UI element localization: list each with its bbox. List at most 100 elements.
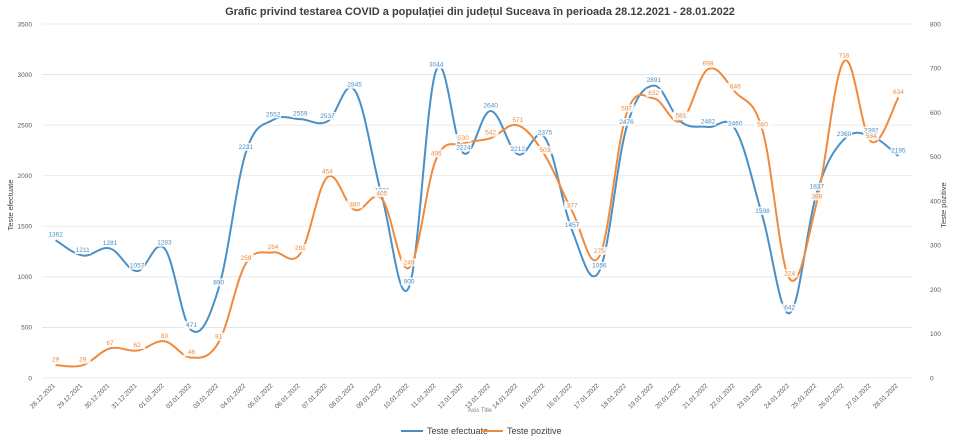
data-label-teste-efectuate: 1598 — [755, 208, 770, 215]
x-tick-label: 25.01.2022 — [790, 382, 818, 410]
series-line-teste-efectuate — [55, 65, 900, 333]
x-tick-label: 04.01.2022 — [219, 382, 247, 410]
data-label-bg — [700, 117, 717, 126]
y-tick-label: 3000 — [18, 72, 33, 79]
data-label-teste-efectuate: 2224 — [456, 145, 471, 152]
x-tick-label: 07.01.2022 — [301, 382, 329, 410]
x-tick-label: 09.01.2022 — [355, 382, 383, 410]
legend-label-teste-pozitive: Teste pozitive — [507, 426, 562, 436]
x-tick-label: 08.01.2022 — [328, 382, 356, 410]
data-label-teste-efectuate: 2891 — [646, 77, 661, 84]
data-label-teste-efectuate: 2360 — [837, 131, 852, 138]
data-label-teste-pozitive: 281 — [295, 245, 306, 252]
data-label-bg — [183, 320, 200, 329]
data-label-teste-pozitive: 632 — [648, 90, 659, 97]
x-tick-label: 28.12.2021 — [29, 382, 57, 410]
data-label-bg — [319, 167, 336, 176]
data-label-teste-efectuate: 2375 — [538, 129, 553, 136]
x-tick-label: 16.01.2022 — [546, 382, 574, 410]
data-label-teste-efectuate: 2460 — [728, 121, 743, 128]
data-label-bg — [183, 348, 200, 357]
x-tick-label: 02.01.2022 — [165, 382, 193, 410]
data-label-bg — [101, 238, 118, 247]
data-label-bg — [237, 253, 254, 262]
data-label-teste-pozitive: 284 — [268, 244, 279, 251]
data-label-teste-pozitive: 29 — [52, 357, 60, 364]
data-label-teste-pozitive: 495 — [431, 150, 442, 157]
x-tick-label: 13.01.2022 — [464, 382, 492, 410]
x-tick-label: 10.01.2022 — [382, 382, 410, 410]
data-label-bg — [401, 277, 418, 286]
data-label-bg — [754, 120, 771, 129]
data-label-teste-efectuate: 1056 — [592, 263, 607, 270]
data-label-teste-efectuate: 2559 — [293, 111, 308, 118]
data-label-teste-efectuate: 642 — [784, 305, 795, 312]
data-label-bg — [455, 133, 472, 142]
data-label-teste-pozitive: 259 — [240, 255, 251, 262]
data-label-bg — [346, 200, 363, 209]
data-label-bg — [700, 59, 717, 68]
x-axis-title: Axis Title — [468, 408, 493, 414]
y-tick-label: 0 — [28, 375, 32, 382]
gridlines — [42, 23, 912, 379]
data-label-teste-efectuate: 1057 — [130, 263, 145, 270]
x-tick-label: 28.01.2022 — [872, 382, 900, 410]
data-label-teste-efectuate: 890 — [213, 279, 224, 286]
data-label-bg — [401, 258, 418, 267]
data-label-teste-efectuate: 2845 — [347, 82, 362, 89]
data-label-teste-pozitive: 83 — [161, 333, 169, 340]
data-label-bg — [237, 142, 254, 151]
x-axis-ticks: 28.12.2021 29.12.2021 30.12.2021 31.12.2021… — [29, 382, 900, 410]
data-label-teste-pozitive: 29 — [79, 357, 87, 364]
data-label-bg — [863, 132, 880, 141]
y-tick-label: 1500 — [18, 224, 33, 231]
data-label-bg — [210, 278, 227, 287]
data-label-teste-efectuate: 2195 — [891, 147, 906, 154]
data-label-bg — [509, 144, 526, 153]
data-label-teste-efectuate: 2640 — [483, 102, 498, 109]
data-label-teste-efectuate: 900 — [404, 278, 415, 285]
data-label-bg — [754, 206, 771, 215]
data-label-teste-pozitive: 275 — [594, 248, 605, 255]
data-label-bg — [482, 101, 499, 110]
data-label-teste-efectuate: 1211 — [76, 247, 90, 254]
data-label-teste-efectuate: 471 — [186, 322, 197, 329]
data-label-bg — [890, 87, 907, 96]
data-label-teste-efectuate: 2231 — [239, 144, 254, 151]
data-label-bg — [428, 149, 445, 158]
y-axis-title: Teste efectuate — [6, 180, 15, 231]
data-label-bg — [564, 201, 581, 210]
data-label-bg — [836, 129, 853, 138]
x-tick-label: 12.01.2022 — [437, 382, 465, 410]
y2-tick-label: 700 — [930, 66, 941, 73]
data-label-teste-pozitive: 405 — [376, 190, 387, 197]
x-tick-label: 22.01.2022 — [709, 382, 737, 410]
y2-tick-label: 100 — [930, 331, 941, 338]
data-label-bg — [74, 246, 91, 255]
data-label-teste-pozitive: 597 — [621, 105, 632, 112]
data-label-bg — [210, 332, 227, 341]
data-label-bg — [564, 221, 581, 230]
data-label-teste-efectuate: 2392 — [864, 128, 879, 135]
data-label-bg — [265, 110, 282, 119]
data-label-teste-pozitive: 646 — [730, 84, 741, 91]
left-axis-ticks: 0 500 1000 1500 2000 2500 3000 3500 — [18, 21, 33, 382]
data-label-teste-pozitive: 542 — [485, 130, 496, 137]
y2-tick-label: 600 — [930, 110, 941, 117]
data-label-bg — [156, 331, 173, 340]
data-label-bg — [129, 261, 146, 270]
data-label-bg — [292, 109, 309, 118]
legend-label-teste-efectuate: Teste efectuate — [427, 426, 488, 436]
data-label-bg — [346, 80, 363, 89]
x-tick-label: 21.01.2022 — [682, 382, 710, 410]
series-line-teste-pozitive — [55, 59, 900, 368]
x-tick-label: 19.01.2022 — [627, 382, 655, 410]
data-labels: 1362 1211 1281 1057 1283 471 890 2231 2552 2559 25… — [47, 51, 907, 364]
legend: Teste efectuate Teste pozitive — [401, 426, 562, 436]
x-tick-label: 23.01.2022 — [736, 382, 764, 410]
data-label-teste-efectuate: 2537 — [320, 113, 335, 120]
x-tick-label: 24.01.2022 — [763, 382, 791, 410]
x-tick-label: 27.01.2022 — [845, 382, 873, 410]
data-label-teste-pozitive: 698 — [703, 61, 714, 68]
data-label-teste-efectuate: 1457 — [565, 222, 580, 229]
